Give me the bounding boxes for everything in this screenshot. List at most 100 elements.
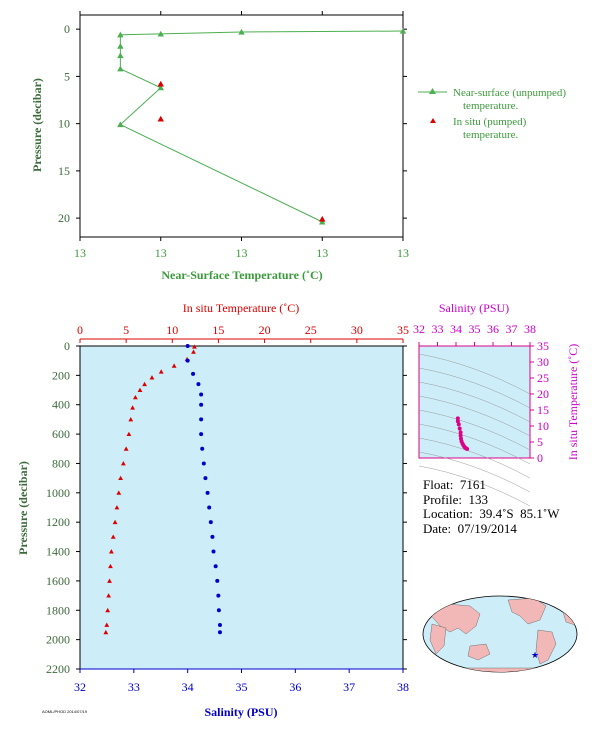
pressure-tick-label: 1600 <box>46 574 70 588</box>
salinity-point <box>185 344 190 348</box>
x-tick-label: 13 <box>74 246 86 260</box>
ts-point <box>458 433 463 438</box>
map-land-south-america <box>535 629 557 665</box>
map-land-africa <box>429 623 447 655</box>
salinity-point <box>185 358 190 363</box>
y-tick-label: 0 <box>64 22 70 36</box>
unpumped-point <box>117 52 124 59</box>
temperature-point <box>120 461 126 466</box>
pressure-tick-label: 1200 <box>46 515 70 529</box>
temperature-tick-label: 10 <box>166 323 178 337</box>
profile-y-label: Pressure (decibar) <box>16 461 30 555</box>
temperature-tick-label: 35 <box>397 323 409 337</box>
ts-temperature-tick-label: 5 <box>537 435 543 449</box>
near-surface-y-label: Pressure (decibar) <box>30 78 44 172</box>
legend-label-unpumped-1: Near-surface (unpumped) <box>453 87 566 99</box>
ts-point <box>455 419 460 424</box>
ts-series <box>455 416 470 452</box>
salinity-tick-label: 36 <box>289 680 301 694</box>
legend-marker-pumped <box>430 118 436 123</box>
near-surface-legend: Near-surface (unpumped) temperature. In … <box>418 87 566 141</box>
x-tick-label: 13 <box>155 246 167 260</box>
ts-salinity-tick-label: 33 <box>432 322 444 336</box>
temperature-tick-label: 20 <box>259 323 271 337</box>
legend-label-pumped-1: In situ (pumped) <box>453 116 527 128</box>
ts-point <box>456 422 461 427</box>
ts-salinity-tick-label: 32 <box>413 322 425 336</box>
temperature-tick-label: 30 <box>351 323 363 337</box>
temperature-point <box>103 629 109 635</box>
salinity-point <box>207 505 212 510</box>
pressure-tick-label: 400 <box>52 398 70 412</box>
pressure-tick-label: 2200 <box>46 662 70 676</box>
density-contour <box>418 367 531 409</box>
temperature-tick-label: 25 <box>305 323 317 337</box>
near-surface-series <box>117 27 407 225</box>
near-surface-chart: 0 5 10 15 20 13 13 13 13 13 Near-Surface Tempera… <box>30 11 566 282</box>
x-tick-label: 13 <box>236 246 248 260</box>
profile-salinity-axis: 32 33 34 35 36 37 38 <box>74 669 409 694</box>
profile-date: Date: 07/19/2014 <box>423 520 517 536</box>
profile-temperature-axis: 0 5 10 15 20 25 30 35 <box>77 323 409 343</box>
ts-salinity-tick-label: 37 <box>506 322 518 336</box>
ts-temperature-tick-label: 0 <box>537 451 543 465</box>
salinity-point <box>208 520 213 525</box>
temperature-point <box>132 394 138 400</box>
pressure-tick-label: 1800 <box>46 603 70 617</box>
profile-pressure-axis: 0 200 400 600 800 1000 1200 1400 1600 1800 2000 220… <box>46 339 407 676</box>
temperature-point <box>191 349 196 354</box>
salinity-point <box>199 432 204 437</box>
profile-number: Profile: 133 <box>423 491 488 507</box>
unpumped-point <box>238 28 245 35</box>
unpumped-point <box>157 84 164 91</box>
salinity-point <box>213 564 218 569</box>
pressure-tick-label: 600 <box>52 427 70 441</box>
density-contour <box>418 395 531 437</box>
temperature-point <box>114 505 120 510</box>
salinity-point <box>191 371 196 376</box>
ts-temperature-tick-label: 35 <box>537 339 549 353</box>
salinity-point <box>201 461 206 466</box>
ts-point <box>458 430 463 435</box>
salinity-point <box>205 490 210 495</box>
salinity-point <box>199 417 204 422</box>
ts-temperature-tick-label: 15 <box>537 403 549 417</box>
pressure-tick-label: 1000 <box>46 486 70 500</box>
ts-point <box>455 416 460 421</box>
ts-temperature-tick-label: 30 <box>537 355 549 369</box>
salinity-tick-label: 35 <box>236 680 248 694</box>
density-contour <box>418 353 531 395</box>
salinity-point <box>217 630 222 635</box>
temperature-point <box>171 363 177 368</box>
y-tick-label: 5 <box>64 69 70 83</box>
unpumped-point <box>117 31 124 38</box>
ts-axes: 32 33 34 35 36 37 38 0 5 10 15 20 25 30 35 <box>413 322 549 465</box>
ts-point <box>457 426 462 431</box>
ts-point <box>465 447 470 452</box>
ts-salinity-label: Salinity (PSU) <box>439 301 509 315</box>
temperature-point <box>106 593 112 598</box>
float-location: Location: 39.4˚S 85.1˚W <box>423 506 560 521</box>
salinity-point <box>216 593 221 598</box>
temperature-point <box>149 375 155 380</box>
density-contour <box>418 465 531 507</box>
ts-temperature-tick-label: 20 <box>537 387 549 401</box>
temperature-point <box>118 475 124 481</box>
pressure-tick-label: 200 <box>52 368 70 382</box>
y-tick-label: 15 <box>58 164 70 178</box>
unpumped-point <box>399 27 407 34</box>
salinity-point <box>199 402 204 407</box>
near-surface-plot-frame <box>79 14 404 238</box>
salinity-point <box>200 446 205 451</box>
ts-salinity-tick-label: 34 <box>450 322 462 336</box>
density-contour <box>418 437 531 479</box>
pressure-tick-label: 1400 <box>46 545 70 559</box>
temperature-axis-label: In situ Temperature (˚C) <box>183 301 300 315</box>
unpumped-point <box>117 65 124 72</box>
profile-series <box>103 344 222 635</box>
temperature-point <box>130 405 136 410</box>
ts-plot-frame <box>418 345 531 459</box>
unpumped-point <box>117 121 124 128</box>
salinity-point <box>203 476 208 481</box>
